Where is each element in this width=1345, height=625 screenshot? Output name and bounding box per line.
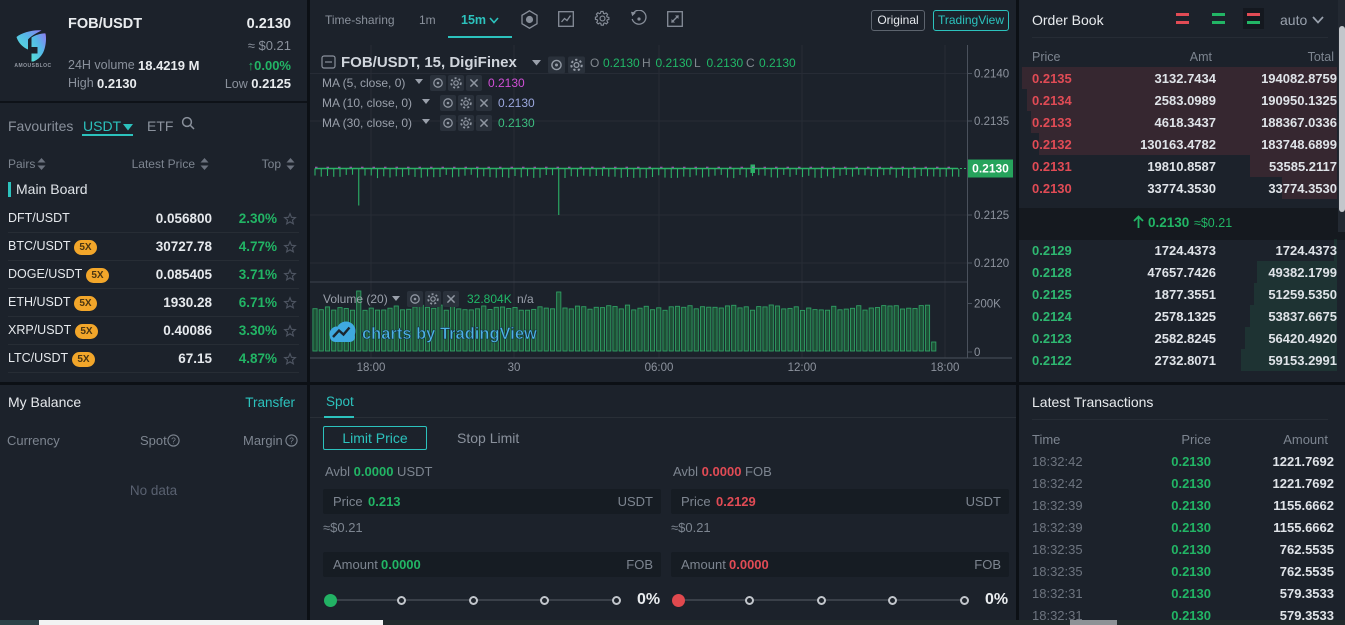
- svg-text:C: C: [746, 56, 755, 70]
- svg-text:0.2125: 0.2125: [974, 210, 1009, 222]
- svg-text:0: 0: [974, 347, 980, 359]
- svg-text:?: ?: [171, 435, 176, 445]
- svg-text:12:00: 12:00: [788, 362, 817, 374]
- svg-text:H: H: [642, 56, 651, 70]
- svg-text:0.2130: 0.2130: [656, 56, 693, 70]
- svg-text:0.2130: 0.2130: [488, 76, 525, 90]
- svg-text:?: ?: [289, 435, 294, 445]
- svg-text:O: O: [590, 56, 599, 70]
- svg-text:0.2130: 0.2130: [759, 56, 796, 70]
- svg-text:0.2135: 0.2135: [974, 116, 1009, 128]
- svg-text:30: 30: [508, 362, 521, 374]
- svg-text:charts by TradingView: charts by TradingView: [362, 325, 537, 343]
- svg-text:0.2130: 0.2130: [498, 116, 535, 130]
- svg-text:MA (30, close, 0): MA (30, close, 0): [322, 116, 412, 130]
- svg-text:0.2130: 0.2130: [498, 96, 535, 110]
- svg-text:0.2130: 0.2130: [603, 56, 640, 70]
- svg-text:06:00: 06:00: [645, 362, 674, 374]
- svg-text:0.2120: 0.2120: [974, 258, 1009, 270]
- svg-text:FOB/USDT, 15, DigiFinex: FOB/USDT, 15, DigiFinex: [341, 54, 518, 71]
- svg-text:32.804K: 32.804K: [467, 292, 512, 306]
- svg-text:n/a: n/a: [517, 292, 534, 306]
- svg-text:Volume (20): Volume (20): [323, 292, 388, 306]
- svg-text:L: L: [694, 56, 701, 70]
- svg-text:0.2130: 0.2130: [707, 56, 744, 70]
- svg-text:0.2130: 0.2130: [972, 162, 1009, 176]
- svg-text:0.2140: 0.2140: [974, 69, 1009, 81]
- svg-text:MA (5, close, 0): MA (5, close, 0): [322, 76, 405, 90]
- svg-text:MA (10, close, 0): MA (10, close, 0): [322, 96, 412, 110]
- svg-text:18:00: 18:00: [357, 362, 386, 374]
- svg-text:18:00: 18:00: [931, 362, 960, 374]
- svg-text:200K: 200K: [974, 299, 1001, 311]
